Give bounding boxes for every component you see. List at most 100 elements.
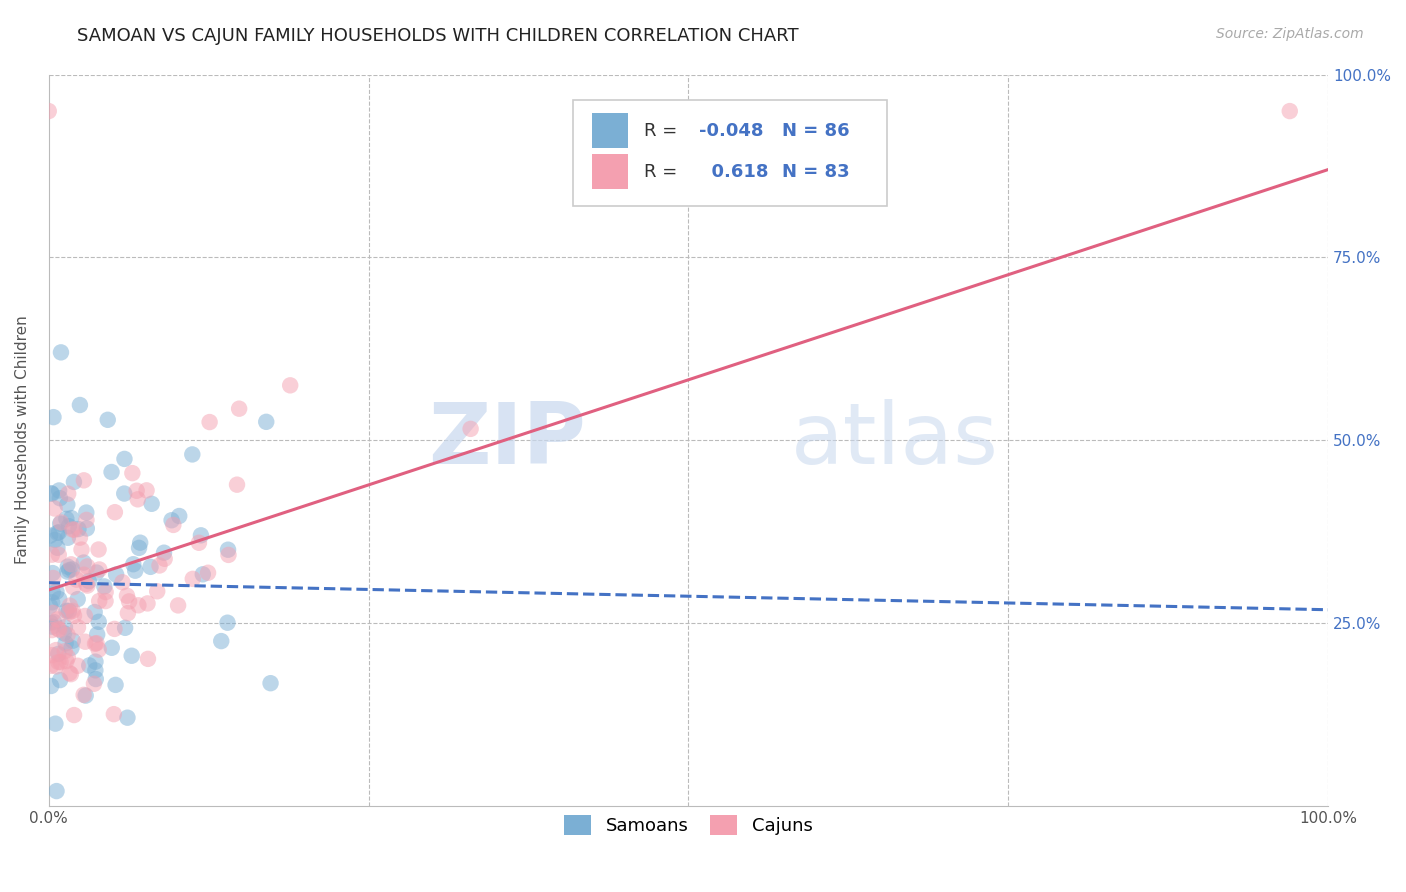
Point bbox=[39, 599, 62, 613]
Point bbox=[69, 398, 91, 412]
Point bbox=[56, 486, 79, 500]
Point bbox=[62, 633, 84, 648]
Point bbox=[38, 104, 60, 119]
Point bbox=[100, 640, 122, 655]
Point bbox=[114, 621, 136, 635]
Point bbox=[83, 605, 105, 619]
Point bbox=[97, 413, 120, 427]
Point bbox=[45, 643, 67, 657]
Point bbox=[162, 517, 184, 532]
Point bbox=[46, 612, 69, 626]
Point bbox=[45, 784, 67, 798]
Point bbox=[112, 486, 135, 500]
Text: Source: ZipAtlas.com: Source: ZipAtlas.com bbox=[1216, 27, 1364, 41]
Point bbox=[115, 589, 138, 603]
Point bbox=[49, 655, 72, 669]
Point bbox=[46, 647, 69, 661]
Point bbox=[187, 535, 209, 549]
Point bbox=[228, 401, 250, 416]
Point bbox=[1278, 104, 1301, 119]
Point bbox=[93, 579, 115, 593]
Point bbox=[46, 541, 69, 555]
Point bbox=[141, 497, 163, 511]
Point bbox=[160, 513, 183, 527]
Point bbox=[167, 599, 190, 613]
Point bbox=[42, 606, 65, 620]
Point bbox=[254, 415, 277, 429]
Point bbox=[86, 566, 108, 580]
Point bbox=[49, 673, 72, 687]
Point bbox=[46, 525, 69, 540]
Point bbox=[167, 508, 190, 523]
Point bbox=[77, 658, 100, 673]
Point bbox=[58, 665, 80, 680]
Text: R =: R = bbox=[644, 162, 683, 181]
Point bbox=[60, 562, 83, 576]
Point bbox=[197, 566, 219, 580]
Point bbox=[41, 620, 63, 634]
Point bbox=[69, 531, 91, 545]
Point bbox=[48, 548, 70, 562]
Point bbox=[48, 525, 70, 540]
Point bbox=[122, 558, 145, 572]
Point bbox=[62, 523, 84, 537]
Text: atlas: atlas bbox=[790, 399, 998, 482]
Point bbox=[55, 636, 77, 650]
Point bbox=[49, 491, 72, 505]
Point bbox=[39, 528, 62, 542]
Point bbox=[56, 531, 79, 545]
Point bbox=[41, 595, 63, 609]
Point bbox=[48, 592, 70, 607]
Point bbox=[58, 605, 80, 619]
Point bbox=[56, 650, 79, 665]
Point bbox=[76, 521, 98, 535]
Y-axis label: Family Households with Children: Family Households with Children bbox=[15, 316, 30, 565]
Point bbox=[42, 615, 65, 629]
Point bbox=[128, 541, 150, 555]
Point bbox=[46, 655, 69, 669]
Point bbox=[55, 654, 77, 668]
Point bbox=[66, 620, 89, 634]
Point bbox=[153, 546, 176, 560]
Point bbox=[191, 567, 214, 582]
Point bbox=[63, 608, 86, 623]
Point bbox=[75, 634, 97, 648]
Point bbox=[73, 556, 96, 570]
Point bbox=[125, 483, 148, 498]
Point bbox=[44, 501, 66, 516]
Point bbox=[44, 716, 66, 731]
Point bbox=[53, 626, 76, 640]
Point bbox=[63, 475, 86, 489]
Point bbox=[226, 477, 249, 491]
Point bbox=[217, 542, 239, 557]
Point bbox=[77, 574, 100, 588]
Point bbox=[66, 573, 89, 587]
Point bbox=[62, 604, 84, 618]
Point bbox=[129, 535, 152, 549]
Point bbox=[103, 707, 125, 722]
Text: N = 86: N = 86 bbox=[782, 122, 849, 140]
Point bbox=[41, 487, 63, 501]
Point bbox=[118, 594, 141, 608]
Point bbox=[75, 506, 97, 520]
Point bbox=[217, 548, 239, 562]
Point bbox=[278, 378, 301, 392]
Text: -0.048: -0.048 bbox=[699, 122, 763, 140]
Point bbox=[89, 562, 111, 576]
Point bbox=[66, 592, 89, 607]
Point bbox=[198, 415, 221, 429]
Point bbox=[66, 658, 89, 673]
Point bbox=[111, 575, 134, 590]
Point bbox=[117, 711, 139, 725]
Point bbox=[39, 486, 62, 500]
Point bbox=[45, 659, 67, 673]
Point bbox=[84, 664, 107, 678]
Point bbox=[76, 559, 98, 574]
Point bbox=[72, 688, 94, 702]
Point bbox=[84, 655, 107, 669]
Point bbox=[44, 533, 66, 547]
Point bbox=[181, 572, 204, 586]
Point bbox=[87, 642, 110, 657]
Point bbox=[49, 516, 72, 530]
Point bbox=[136, 596, 159, 610]
